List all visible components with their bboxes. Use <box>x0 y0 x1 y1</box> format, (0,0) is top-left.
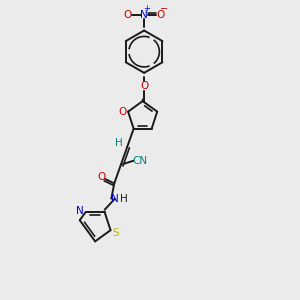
Text: O: O <box>119 106 127 117</box>
Text: O: O <box>124 10 132 20</box>
Text: S: S <box>112 228 119 238</box>
Text: O: O <box>140 81 148 91</box>
Text: H: H <box>115 138 123 148</box>
Text: CN: CN <box>132 156 147 166</box>
Text: N: N <box>111 194 119 204</box>
Text: N: N <box>140 10 148 20</box>
Text: N: N <box>76 206 84 216</box>
Text: O: O <box>97 172 105 182</box>
Text: H: H <box>120 194 128 204</box>
Text: +: + <box>144 4 151 13</box>
Text: O: O <box>156 10 164 20</box>
Text: −: − <box>160 4 169 14</box>
